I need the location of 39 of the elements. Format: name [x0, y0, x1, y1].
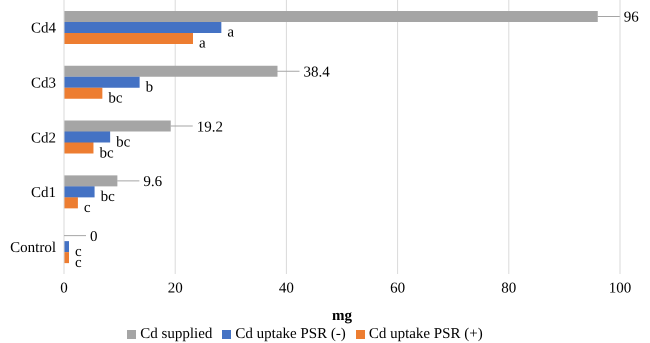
y-tick-label: Control: [10, 240, 56, 256]
bar: [64, 241, 70, 252]
y-tick-label: Cd4: [30, 20, 56, 37]
bar: [64, 132, 110, 143]
x-tick-label: 0: [60, 280, 68, 297]
x-tick-label: 100: [608, 280, 632, 297]
bar: [64, 22, 222, 33]
bar: [64, 197, 78, 208]
legend-label: Cd supplied: [140, 326, 212, 342]
data-label: a: [227, 24, 234, 41]
data-label: a: [198, 36, 206, 52]
x-tick-label: 20: [168, 280, 183, 297]
bar: [64, 76, 140, 88]
bar: [64, 252, 70, 264]
bar: [64, 32, 193, 44]
data-label: bc: [116, 134, 131, 150]
data-label: bc: [100, 189, 116, 206]
data-label: bc: [108, 90, 123, 107]
data-label: bc: [99, 145, 114, 162]
x-tick-label: 80: [501, 280, 516, 297]
bar: [64, 142, 94, 154]
data-label: 19.2: [196, 119, 223, 136]
data-label: c: [84, 200, 91, 216]
y-tick-label: Cd1: [30, 185, 56, 202]
data-label: 96: [624, 10, 640, 26]
y-tick-label: Cd3: [30, 76, 56, 92]
data-label: 0: [90, 228, 98, 245]
x-tick-label: 40: [278, 280, 294, 297]
x-axis-title: mg: [332, 308, 352, 324]
data-label: 9.6: [143, 174, 163, 190]
x-tick-label: 60: [390, 280, 406, 297]
legend-label: Cd uptake PSR (-): [235, 326, 346, 342]
bar: [64, 186, 95, 198]
data-label: 38.4: [304, 64, 330, 81]
data-label: b: [146, 80, 154, 96]
y-tick-label: Cd2: [30, 130, 56, 146]
legend-label: Cd uptake PSR (+): [368, 326, 483, 342]
data-label: c: [75, 244, 82, 260]
bar: [64, 88, 102, 99]
